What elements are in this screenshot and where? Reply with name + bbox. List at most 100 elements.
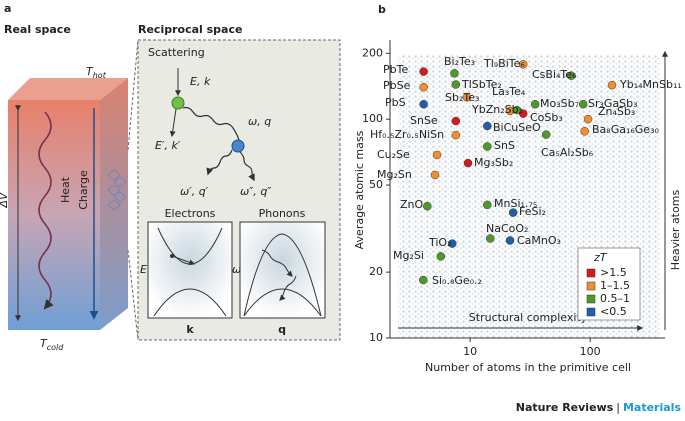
arrow [169, 108, 177, 138]
phonon-wave [182, 106, 240, 141]
point [419, 67, 428, 76]
legend-swatch [586, 281, 596, 291]
phonon-wave [279, 275, 297, 301]
point [462, 92, 472, 102]
axis-symbol: k [186, 323, 194, 336]
point [430, 170, 440, 180]
point-label: Bi₂Te₃ [444, 55, 475, 68]
legend-label: >1.5 [600, 266, 627, 279]
point-label: Ba₈Ga₁₆Ge₃₀ [592, 123, 659, 136]
point-label: Sr₃GaSb₃ [588, 97, 638, 110]
y-axis-title: Average atomic mass [353, 130, 366, 249]
heading: Reciprocal space [138, 23, 242, 36]
zoom-line [127, 39, 139, 151]
legend-label: 1–1.5 [600, 279, 630, 292]
y-tick-label: 10 [369, 331, 383, 344]
phonon-wave [206, 149, 233, 176]
point [483, 142, 492, 151]
heat-label: Heat [59, 176, 72, 203]
point [580, 127, 589, 136]
point [448, 239, 457, 248]
point-label: PbS [385, 96, 406, 109]
panel-a: a Real space Reciprocal space Thot Tcold… [0, 2, 341, 352]
point [519, 60, 528, 69]
point [530, 99, 540, 109]
x-tick-label: 10 [463, 345, 477, 358]
state-label: E, k [190, 75, 211, 88]
point [436, 252, 446, 261]
subpanel-title: Electrons [165, 207, 216, 220]
block-top [8, 78, 128, 100]
point [419, 99, 428, 109]
heat-wave [38, 111, 54, 310]
point [451, 116, 461, 126]
point-label: Mg₂Si [393, 249, 424, 262]
point-label: Cu₂Se [377, 148, 410, 161]
x-axis-title: Number of atoms in the primitive cell [425, 361, 631, 374]
legend-swatch [586, 307, 596, 317]
point-label: MnSi₁.₇₅ [494, 197, 537, 210]
legend-label: <0.5 [600, 305, 627, 318]
scattering-label: Scattering [148, 46, 205, 59]
state-label: ω, q [248, 115, 271, 128]
point-label: ZnO [400, 198, 424, 211]
section: Materials [623, 401, 681, 414]
y-arrow-label: Heavier atoms [669, 190, 682, 271]
y-tick-label: 200 [362, 46, 383, 59]
block-front [8, 100, 100, 330]
point-label: NaCoO₂ [486, 222, 528, 235]
point-label: Tl₉BiTe₆ [483, 57, 525, 70]
state-label: ω″, q″ [240, 185, 272, 198]
point [483, 200, 492, 210]
band-box [147, 221, 233, 319]
legend-swatch [586, 268, 596, 278]
point-label: Mg₂Sn [377, 168, 412, 181]
point-label: Ca₅Al₂Sb₆ [541, 146, 594, 159]
point-label: Yb₁₄MnSb₁₁ [619, 78, 682, 91]
point [512, 105, 522, 115]
state-dot [170, 254, 174, 258]
point-label: SnS [494, 139, 515, 152]
point [607, 80, 617, 90]
point-label: Mo₃Sb₇ [540, 97, 579, 110]
block-side [100, 78, 128, 330]
subpanel-title: Phonons [259, 207, 306, 220]
zoom-line [127, 249, 139, 341]
band-curve [243, 233, 322, 317]
point-label: Hf₀.₅Zr₀.₅NiSn [370, 128, 444, 141]
t-symbol: T [86, 65, 94, 78]
point-label: TiO₂ [428, 236, 452, 249]
lattice [107, 169, 127, 211]
point-label: CoSb₃ [530, 111, 563, 124]
point-label: Si₀.₈Ge₀.₂ [432, 274, 482, 287]
t-symbol: T [40, 337, 48, 350]
point [463, 158, 473, 168]
point-label: CsBi₄Te₆ [532, 68, 577, 81]
point [583, 114, 593, 124]
point [432, 150, 442, 160]
arrow [171, 255, 196, 266]
phonon-ball [231, 139, 245, 153]
axis-symbol: E [140, 263, 147, 276]
t-sub: hot [93, 71, 107, 80]
point-label: Mg₃Sb₂ [474, 156, 513, 169]
point-label: Zn₄Sb₃ [598, 105, 635, 118]
point-label: PbSe [383, 79, 411, 92]
point-label: Sb₂Te₃ [445, 91, 479, 104]
x-tick-label: 100 [580, 345, 601, 358]
point-label: TlSbTe₂ [461, 78, 502, 91]
journal: Nature Reviews [516, 401, 614, 414]
band-box [239, 221, 326, 319]
point [423, 201, 432, 211]
point [419, 275, 428, 285]
t-hot: Thot [86, 65, 107, 80]
point-label: CaMnO₃ [517, 234, 561, 247]
point-label: SnSe [410, 114, 438, 127]
point [451, 80, 461, 89]
y-tick-label: 100 [362, 112, 383, 125]
separator: | [616, 401, 620, 414]
point [483, 121, 492, 131]
state-label: ω′, q′ [180, 185, 209, 198]
panel-letter: a [4, 2, 11, 15]
